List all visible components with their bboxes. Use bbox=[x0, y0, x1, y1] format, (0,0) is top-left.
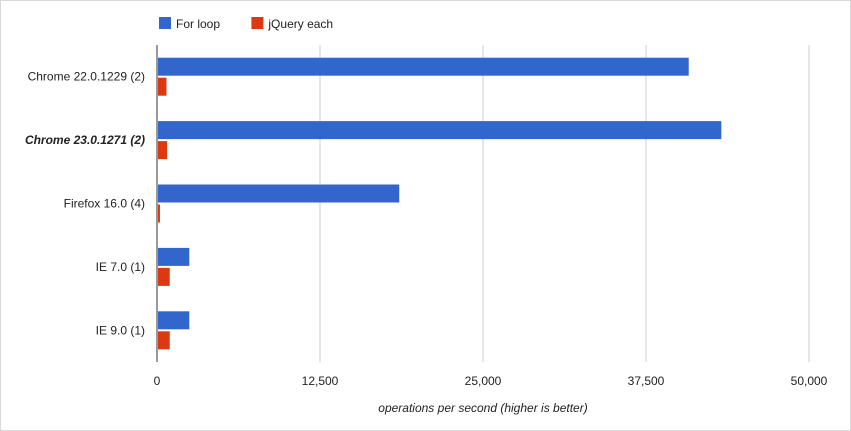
bar-jquery-each[interactable]: jQuery each: 900 bbox=[158, 267, 170, 286]
category-label: IE 7.0 (1) bbox=[96, 260, 145, 274]
x-axis-title: operations per second (higher is better) bbox=[378, 401, 587, 415]
bar-jquery-each[interactable]: jQuery each: 150 bbox=[158, 204, 160, 223]
bar-for-loop[interactable]: For loop: 2400 bbox=[158, 247, 190, 266]
category-label: Chrome 23.0.1271 (2) bbox=[25, 133, 145, 147]
category-label: IE 9.0 (1) bbox=[96, 323, 145, 337]
x-tick-label: 37,500 bbox=[628, 374, 665, 388]
bar-for-loop[interactable]: For loop: 40700 bbox=[158, 57, 689, 76]
bar-for-loop[interactable]: For loop: 43200 bbox=[158, 121, 722, 140]
x-tick-label: 12,500 bbox=[302, 374, 339, 388]
legend-entry[interactable]: jQuery each bbox=[267, 17, 333, 31]
bar-jquery-each[interactable]: jQuery each: 900 bbox=[158, 331, 170, 350]
legend-swatch[interactable] bbox=[159, 17, 171, 29]
x-tick-label: 25,000 bbox=[465, 374, 502, 388]
x-tick-label: 0 bbox=[154, 374, 161, 388]
bar-for-loop[interactable]: For loop: 18500 bbox=[158, 184, 400, 203]
legend-entry[interactable]: For loop bbox=[176, 17, 220, 31]
category-label: Chrome 22.0.1229 (2) bbox=[28, 70, 145, 84]
bar-jquery-each[interactable]: jQuery each: 700 bbox=[158, 141, 168, 160]
legend-swatch[interactable] bbox=[251, 17, 264, 29]
bar-jquery-each[interactable]: jQuery each: 650 bbox=[158, 77, 167, 96]
bar-for-loop[interactable]: For loop: 2400 bbox=[158, 311, 190, 330]
category-label: Firefox 16.0 (4) bbox=[64, 197, 145, 211]
x-tick-label: 50,000 bbox=[791, 374, 828, 388]
